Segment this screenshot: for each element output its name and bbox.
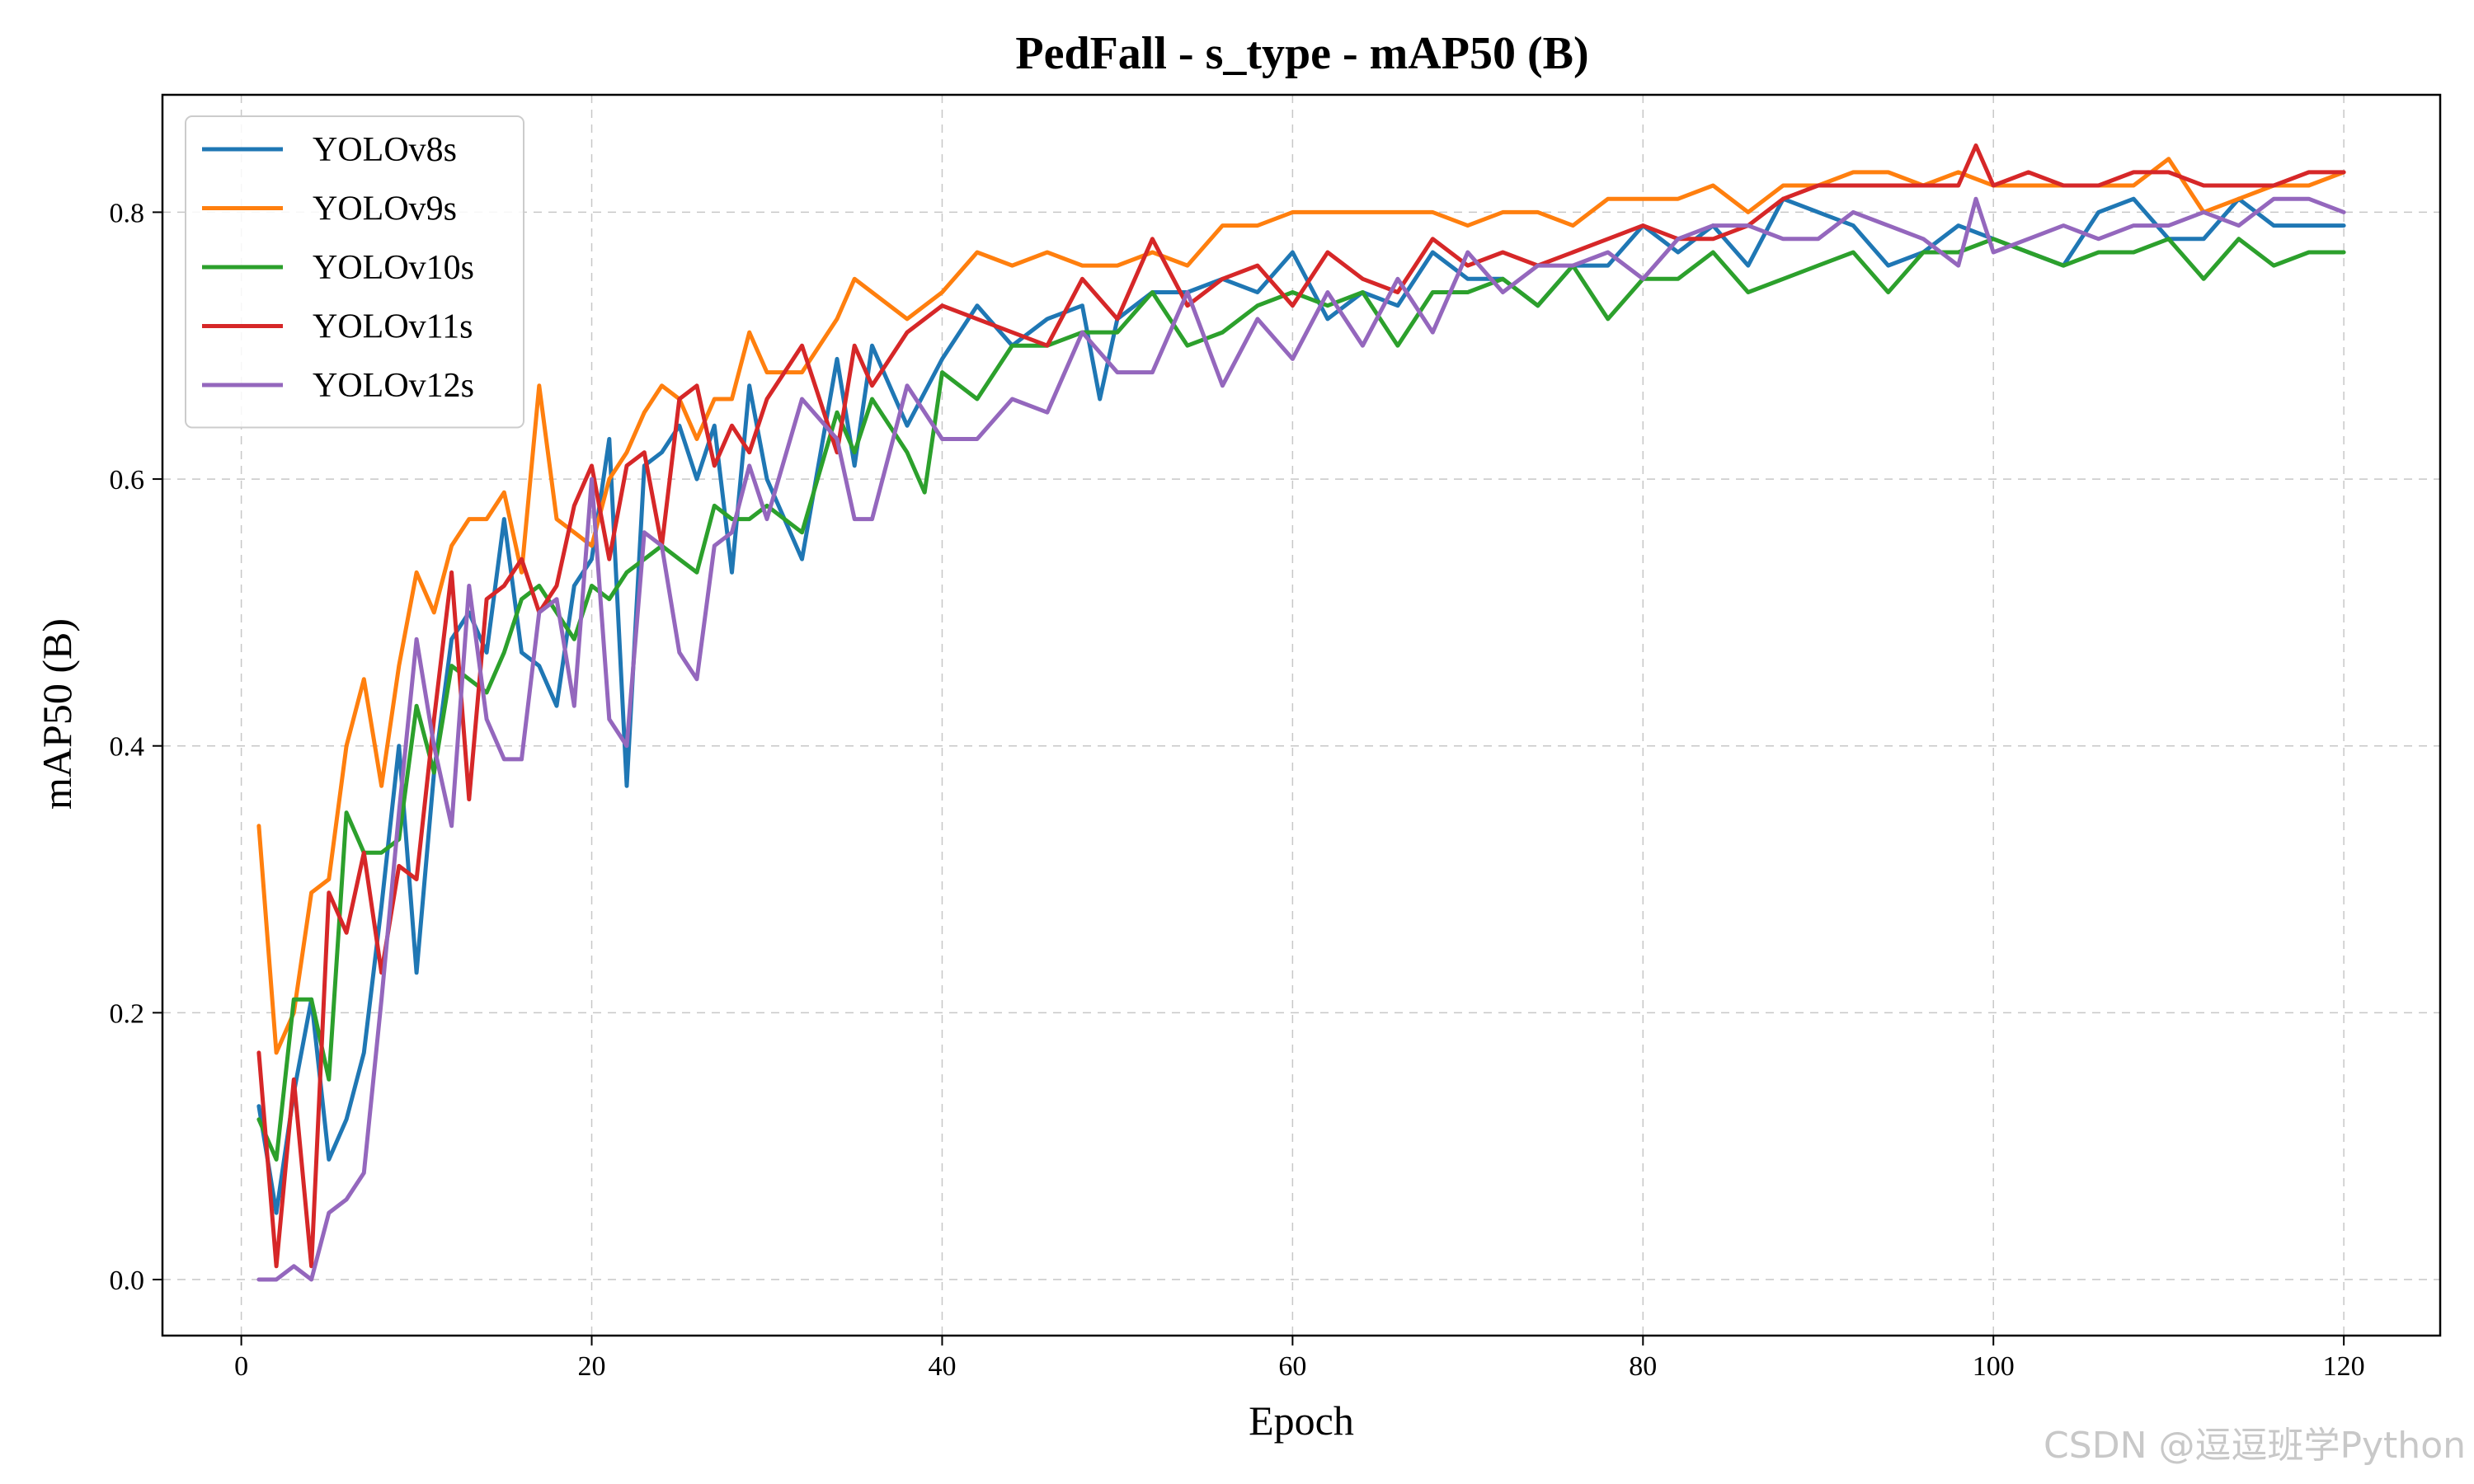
x-tick-label: 100 (1973, 1351, 2015, 1382)
y-tick-label: 0.0 (110, 1266, 145, 1296)
y-tick-label: 0.4 (110, 732, 145, 763)
series-line-yolov9s (256, 157, 2346, 1055)
y-tick-label: 0.6 (110, 465, 145, 495)
series-line-yolov12s (256, 196, 2346, 1282)
y-tick-label: 0.2 (110, 998, 145, 1029)
axis-ticks: 0 20 40 60 80 100 120 0.0 0.2 0.4 0.6 0.8 (110, 198, 2365, 1382)
legend-label: YOLOv8s (313, 131, 457, 169)
x-tick-label: 80 (1629, 1351, 1657, 1382)
legend-label: YOLOv11s (313, 308, 473, 346)
y-axis-label: mAP50 (B) (34, 618, 80, 810)
legend: YOLOv8s YOLOv9s YOLOv10s YOLOv11s YOLOv12s (185, 115, 524, 429)
series-lines (256, 143, 2346, 1282)
chart-title: PedFall - s_type - mAP50 (B) (1015, 28, 1588, 79)
x-tick-label: 40 (928, 1351, 956, 1382)
x-tick-label: 0 (234, 1351, 248, 1382)
legend-label: YOLOv12s (313, 367, 474, 405)
plot-area-frame (161, 93, 2442, 1337)
legend-label: YOLOv10s (313, 249, 474, 287)
legend-label: YOLOv9s (313, 190, 457, 228)
x-axis-label: Epoch (1249, 1397, 1354, 1444)
series-line-yolov8s (256, 196, 2346, 1215)
legend-box (185, 115, 524, 429)
y-tick-label: 0.8 (110, 198, 145, 228)
x-tick-label: 60 (1278, 1351, 1306, 1382)
watermark-text: CSDN @逗逗班学Python (2044, 1425, 2466, 1467)
x-tick-label: 20 (578, 1351, 606, 1382)
x-tick-label: 120 (2323, 1351, 2365, 1382)
